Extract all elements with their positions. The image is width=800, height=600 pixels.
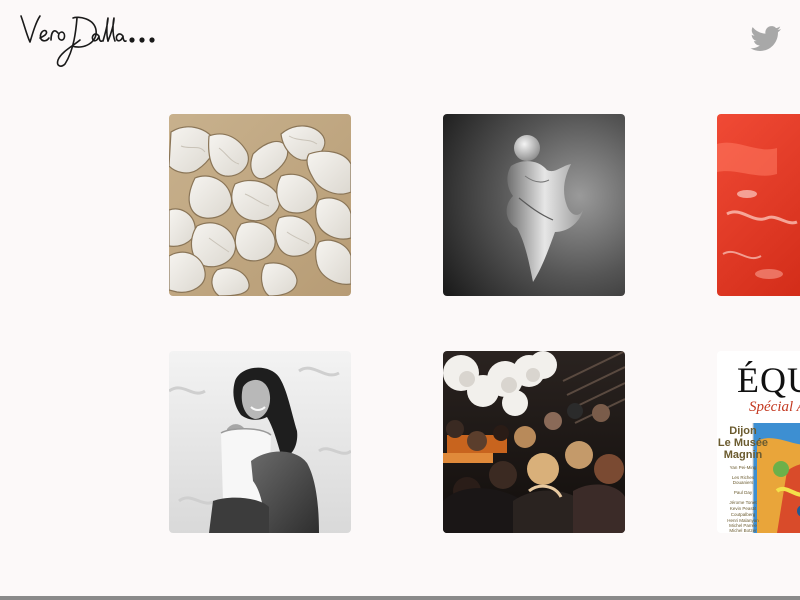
twitter-bird-icon <box>750 26 782 51</box>
ceramic-pieces-image <box>169 114 351 296</box>
site-logo[interactable] <box>18 10 158 70</box>
magazine-line: Michel Botzer <box>729 528 757 533</box>
event-crowd-image <box>443 351 625 533</box>
magazine-headline-1: Dijon <box>729 425 757 437</box>
gallery-tile-sculpture[interactable] <box>443 114 625 296</box>
gallery-tile-portrait[interactable] <box>169 351 351 533</box>
magazine-line: Henri Malanyan <box>727 518 759 523</box>
gallery-tile-magazine[interactable]: ÉQU Spécial Ar Dijon Le Musée Magnin Yan… <box>717 351 800 533</box>
signature-logo-icon <box>20 15 155 67</box>
magazine-line: Kevin Peastit <box>729 506 757 511</box>
magazine-line: Les Riches <box>731 475 755 480</box>
magazine-line: Michel Parrée <box>729 523 757 528</box>
gallery-tile-red-abstract[interactable] <box>717 114 800 296</box>
gallery-tile-event-crowd[interactable] <box>443 351 625 533</box>
sculpture-image <box>443 114 625 296</box>
magazine-cover-image <box>717 351 800 533</box>
bottom-border <box>0 596 800 600</box>
magazine-line: Jérome Tonet <box>729 500 757 505</box>
red-abstract-image <box>717 114 800 296</box>
magazine-title: ÉQU <box>737 360 800 400</box>
magazine-line: Yan Pei-Ming <box>729 465 757 470</box>
magazine-subtitle: Spécial Ar <box>749 399 800 415</box>
portrait-image <box>169 351 351 533</box>
magazine-headline-3: Magnin <box>723 449 763 461</box>
magazine-line: Douaniers <box>732 480 754 485</box>
magazine-headline-2: Le Musée <box>717 437 769 449</box>
gallery-tile-ceramic-pieces[interactable] <box>169 114 351 296</box>
magazine-line: Paul Day <box>733 490 753 495</box>
magazine-line: Coutpalberg <box>730 512 756 517</box>
twitter-link[interactable] <box>750 26 782 52</box>
